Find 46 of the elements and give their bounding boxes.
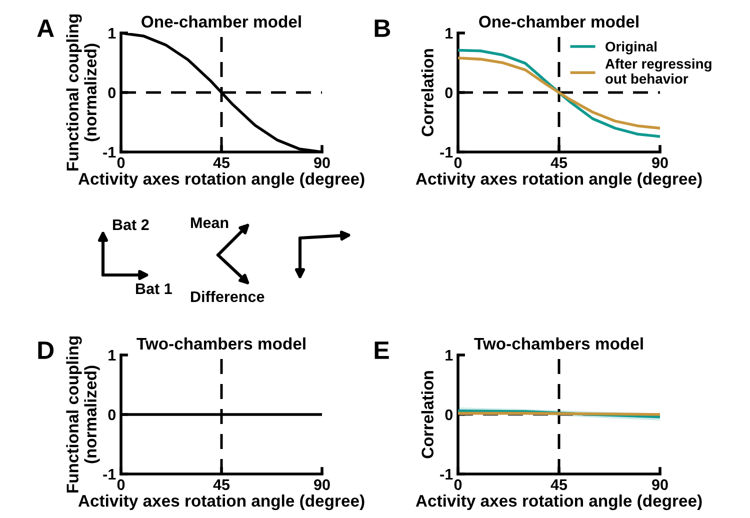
x-tick-label: 0 [454,157,462,168]
y-tick-label: 1 [108,350,116,361]
x-tick-label: 0 [454,479,462,490]
y-tick-label: 0 [445,409,453,420]
y-axis-title: Functional coupling (normalized) [66,14,100,171]
y-tick-label: -1 [440,147,453,158]
text: A [37,20,54,37]
x-tick-label: 0 [117,479,125,490]
chart-title: Two-chambers model [474,337,643,350]
y-tick-label: 0 [108,409,116,420]
text: Difference [191,290,264,302]
x-axis-title: Activity axes rotation angle (degree) [78,494,364,510]
y-tick-label: -1 [103,147,116,158]
chart-title: Two-chambers model [136,337,306,350]
x-tick-label: 45 [550,157,568,168]
x-axis-title: Activity axes rotation angle (degree) [78,172,364,188]
x-tick-label: 90 [652,479,668,490]
y-tick-label: -1 [103,469,116,480]
legend-label: After regressing out behavior [605,58,712,84]
text: Bat 1 [136,283,172,294]
text: D [38,342,54,359]
legend-label: Original [606,41,656,54]
y-tick-label: 1 [446,350,453,361]
y-tick-label: 0 [108,87,116,98]
text: B [374,20,390,37]
text: Mean [191,217,228,228]
chart-title: One-chamber model [142,15,301,28]
x-tick-label: 0 [117,157,125,168]
text: Bat 2 [113,219,149,230]
y-tick-label: 1 [446,28,453,39]
x-tick-label: 90 [652,157,668,168]
y-tick-label: 1 [108,28,116,39]
x-axis-title: Activity axes rotation angle (degree) [416,494,702,510]
text: E [374,342,389,359]
y-axis-title: Correlation [421,371,434,458]
x-tick-label: 45 [213,157,230,168]
y-axis-title: Functional coupling (normalized) [66,336,100,493]
x-axis-title: Activity axes rotation angle (degree) [416,172,702,188]
y-axis-title: Correlation [421,49,434,136]
chart-title: One-chamber model [479,15,638,28]
x-tick-label: 45 [213,479,230,490]
y-tick-label: 0 [445,87,453,98]
x-tick-label: 90 [314,157,330,168]
x-tick-label: 90 [314,479,330,490]
x-tick-label: 45 [550,479,568,490]
y-tick-label: -1 [440,469,453,480]
